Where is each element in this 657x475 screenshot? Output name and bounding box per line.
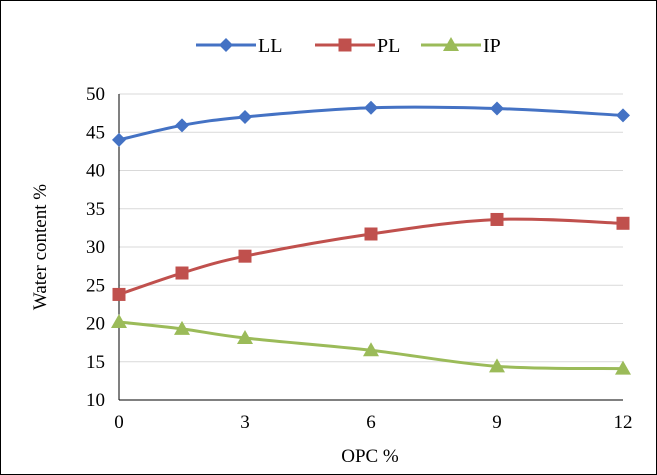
data-point-ip <box>111 313 127 328</box>
x-axis-title: OPC % <box>341 446 399 467</box>
x-tick-labels: 0 3 6 9 12 <box>114 412 632 433</box>
y-tick-label: 10 <box>86 390 105 411</box>
series-ip <box>111 313 631 375</box>
y-tick-label: 45 <box>86 122 105 143</box>
y-tick-labels: 10 15 20 25 30 35 40 45 50 <box>86 84 105 411</box>
data-point-pl <box>490 212 504 226</box>
data-point-pl <box>175 266 189 280</box>
legend-item-ip[interactable]: IP <box>421 35 501 57</box>
x-tick-label: 3 <box>240 412 250 433</box>
y-tick-label: 50 <box>86 84 105 105</box>
data-point-ll <box>490 101 504 116</box>
data-point-ip <box>237 330 253 345</box>
data-point-ip <box>174 320 190 335</box>
y-tick-label: 40 <box>86 161 105 182</box>
legend-marker-ip <box>443 37 459 51</box>
y-tick-label: 20 <box>86 314 105 335</box>
y-tick-label: 35 <box>86 199 105 220</box>
legend[interactable]: LL PL IP <box>196 35 501 57</box>
data-point-ll <box>616 108 630 123</box>
y-tick-label: 25 <box>86 275 105 296</box>
legend-marker-ll <box>219 38 233 52</box>
series-pl <box>112 212 630 301</box>
y-tick-label: 30 <box>86 237 105 258</box>
series-ll <box>112 100 630 147</box>
x-tick-label: 0 <box>114 412 124 433</box>
data-point-ll <box>175 118 189 133</box>
data-point-pl <box>364 227 378 241</box>
data-point-ip <box>615 360 631 375</box>
legend-label-pl: PL <box>377 35 400 57</box>
data-point-ip <box>489 358 505 373</box>
data-point-ll <box>112 132 126 147</box>
x-tick-label: 6 <box>366 412 376 433</box>
data-point-ll <box>238 109 252 124</box>
x-tick-label: 9 <box>492 412 502 433</box>
data-point-ip <box>363 342 379 357</box>
y-axis-title: Water content % <box>30 184 51 310</box>
legend-label-ll: LL <box>258 35 282 57</box>
legend-marker-pl <box>338 38 352 52</box>
data-point-pl <box>112 287 126 301</box>
data-point-pl <box>238 249 252 263</box>
legend-label-ip: IP <box>483 35 501 57</box>
series-group <box>111 100 631 375</box>
x-tick-label: 12 <box>614 412 633 433</box>
legend-item-pl[interactable]: PL <box>315 35 400 57</box>
y-tick-label: 15 <box>86 352 105 373</box>
legend-item-ll[interactable]: LL <box>196 35 282 57</box>
grid-lines <box>119 93 623 363</box>
data-point-ll <box>364 100 378 115</box>
data-point-pl <box>616 216 630 230</box>
